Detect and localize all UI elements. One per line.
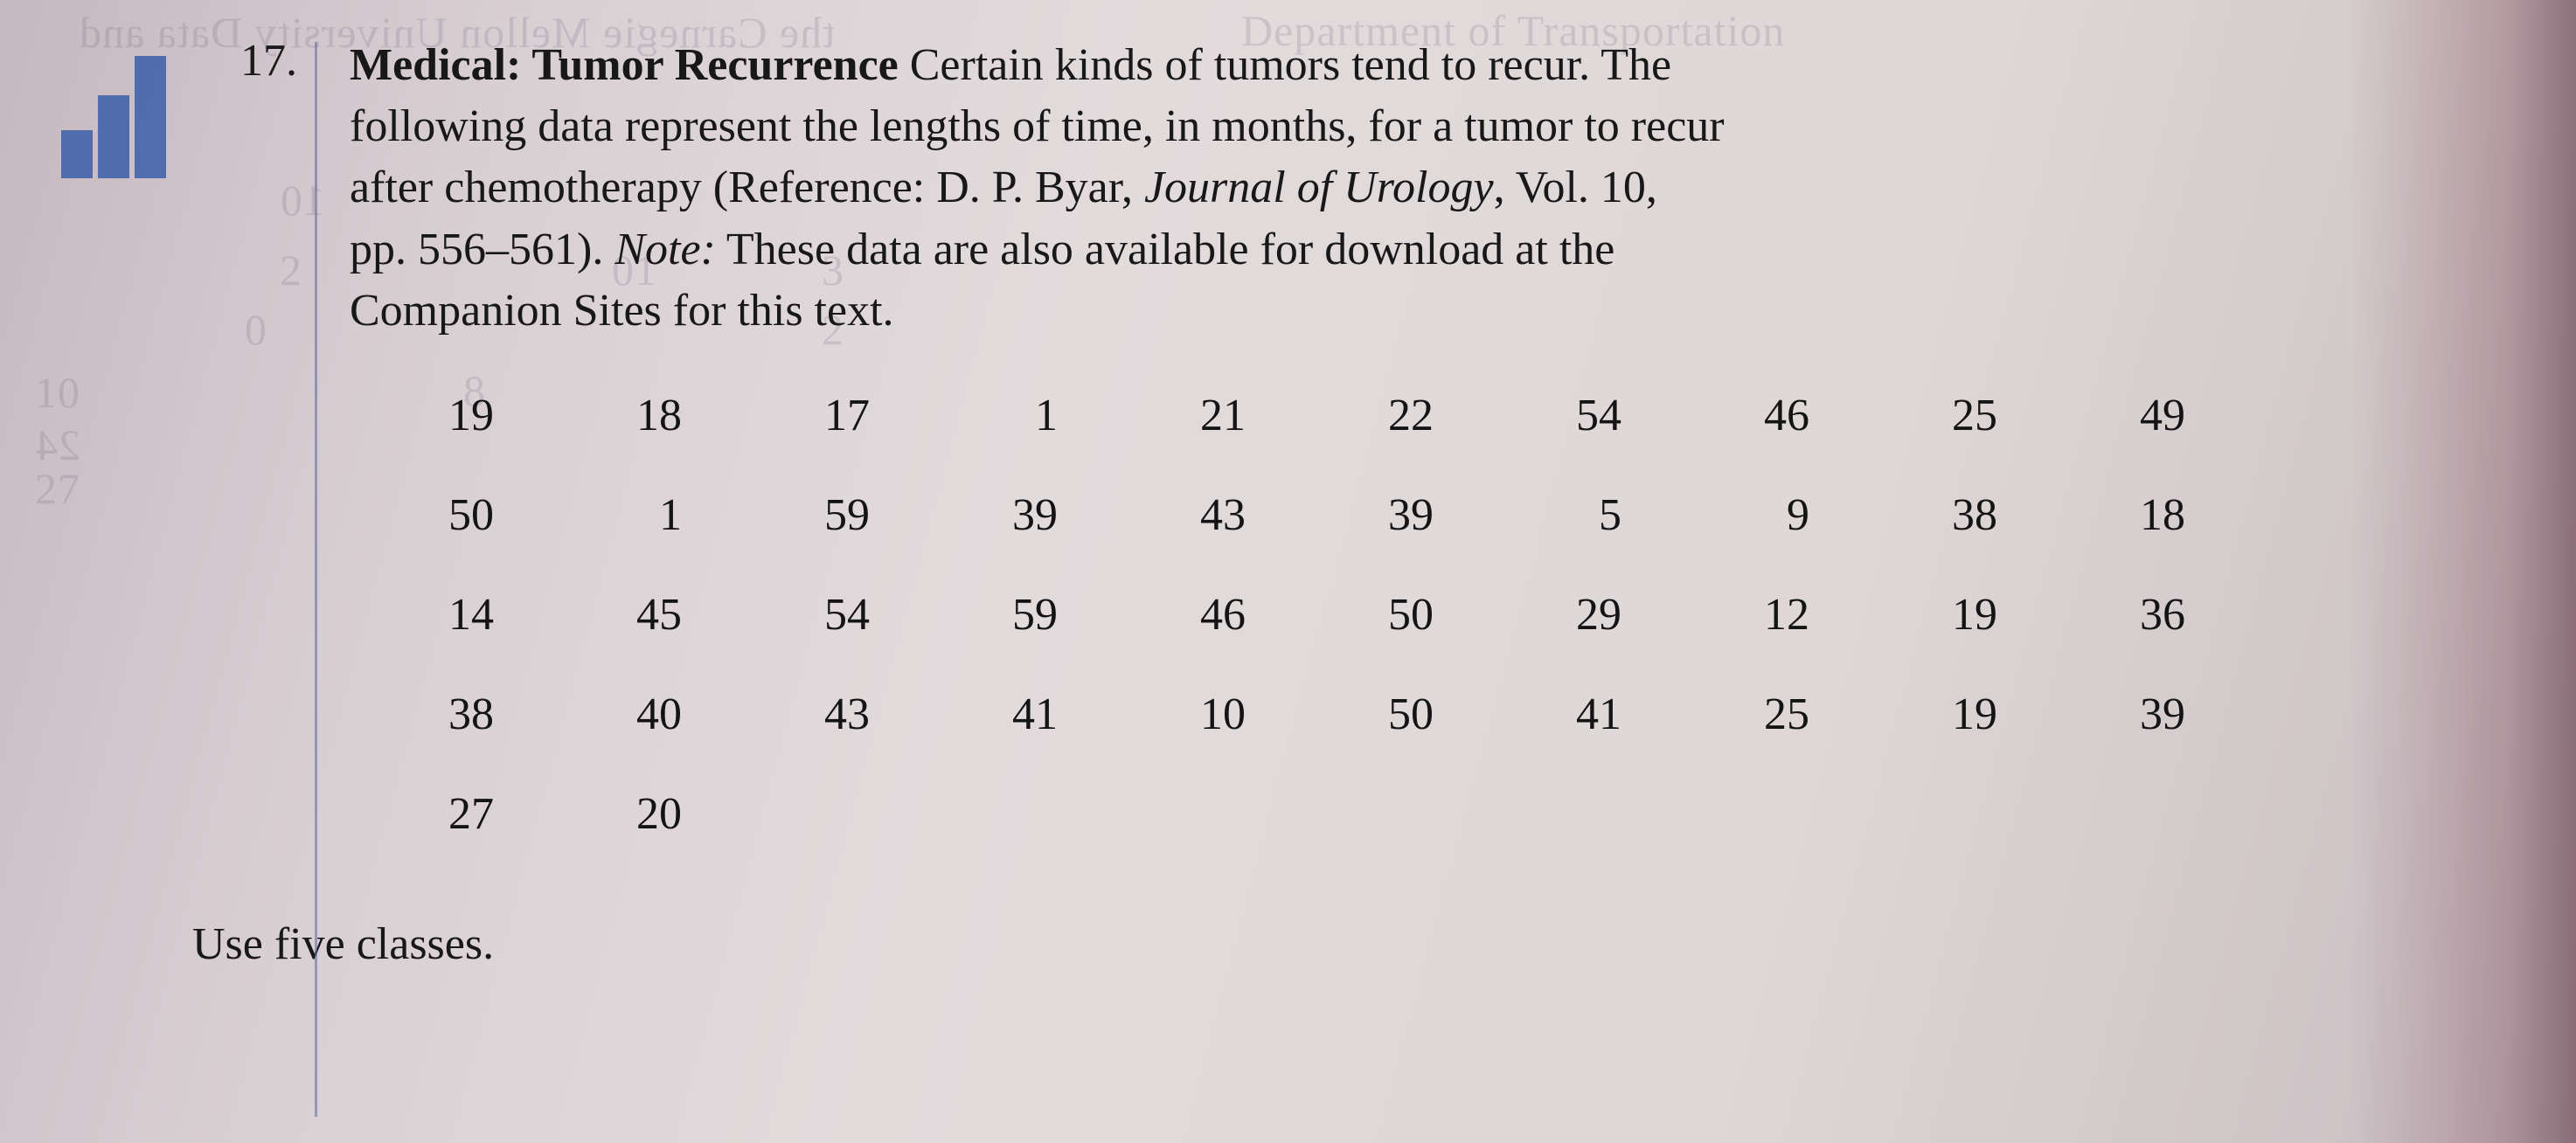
data-cell: 1	[948, 390, 1136, 441]
data-cell: 25	[1700, 689, 1888, 740]
data-cell: 43	[760, 689, 948, 740]
data-cell: 54	[1512, 390, 1700, 441]
problem-title: Medical: Tumor Recurrence	[350, 40, 899, 90]
data-cell: 19	[1888, 689, 2076, 740]
data-cell: 14	[385, 589, 573, 641]
data-cell: 1	[573, 489, 760, 541]
data-cell: 45	[573, 589, 760, 641]
data-cell: 49	[2076, 390, 2264, 441]
data-cell: 41	[1512, 689, 1700, 740]
note-label: Note:	[614, 225, 716, 274]
vertical-rule	[315, 42, 317, 1117]
problem-17: 17. Medical: Tumor Recurrence Certain ki…	[192, 35, 2471, 970]
data-cell: 38	[1888, 489, 2076, 541]
data-cell: 40	[573, 689, 760, 740]
data-cell: 18	[573, 390, 760, 441]
data-cell: 46	[1700, 390, 1888, 441]
data-cell: 50	[1324, 689, 1512, 740]
data-cell: 36	[2076, 589, 2264, 641]
para-line-5: Companion Sites for this text.	[350, 286, 894, 336]
data-cell: 41	[948, 689, 1136, 740]
para-line-4b: These data are also available for downlo…	[716, 225, 1615, 274]
data-cell: 59	[948, 589, 1136, 641]
instruction-text: Use five classes.	[192, 918, 2471, 970]
ghost-text: 27	[35, 463, 80, 514]
para-frag-1: Certain kinds of tumors tend to recur. T…	[899, 40, 1671, 90]
data-cell: 25	[1888, 390, 2076, 441]
data-cell: 19	[385, 390, 573, 441]
data-cell: 18	[2076, 489, 2264, 541]
data-cell: 17	[760, 390, 948, 441]
data-cell: 9	[1700, 489, 1888, 541]
ghost-text: 10	[35, 367, 80, 418]
data-cell: 38	[385, 689, 573, 740]
data-cell: 12	[1700, 589, 1888, 641]
para-line-2: following data represent the lengths of …	[350, 101, 1725, 151]
journal-name: Journal of Urology	[1144, 163, 1494, 212]
data-cell: 20	[573, 788, 760, 840]
problem-body: Medical: Tumor Recurrence Certain kinds …	[350, 35, 2471, 970]
data-cell: 29	[1512, 589, 1700, 641]
data-cell: 39	[1324, 489, 1512, 541]
data-cell: 21	[1136, 390, 1324, 441]
data-cell: 5	[1512, 489, 1700, 541]
data-cell: 54	[760, 589, 948, 641]
para-line-3b: , Vol. 10,	[1494, 163, 1657, 212]
data-cell: 50	[385, 489, 573, 541]
data-cell: 46	[1136, 589, 1324, 641]
data-cell: 27	[385, 788, 573, 840]
data-cell: 59	[760, 489, 948, 541]
data-table: 1918171212254462549501593943395938181445…	[385, 390, 2471, 840]
data-cell: 22	[1324, 390, 1512, 441]
page-photo: the Carnegie Mellon University Data andD…	[0, 0, 2576, 1143]
data-cell: 43	[1136, 489, 1324, 541]
data-cell: 50	[1324, 589, 1512, 641]
problem-number: 17.	[192, 35, 297, 87]
data-cell: 39	[948, 489, 1136, 541]
problem-paragraph: Medical: Tumor Recurrence Certain kinds …	[350, 35, 2448, 342]
data-cell: 39	[2076, 689, 2264, 740]
data-cell: 10	[1136, 689, 1324, 740]
data-cell: 19	[1888, 589, 2076, 641]
para-line-4a: pp. 556–561).	[350, 225, 614, 274]
ghost-text: 24	[35, 419, 80, 470]
bar-chart-icon	[61, 56, 175, 178]
para-line-3a: after chemotherapy (Reference: D. P. Bya…	[350, 163, 1144, 212]
